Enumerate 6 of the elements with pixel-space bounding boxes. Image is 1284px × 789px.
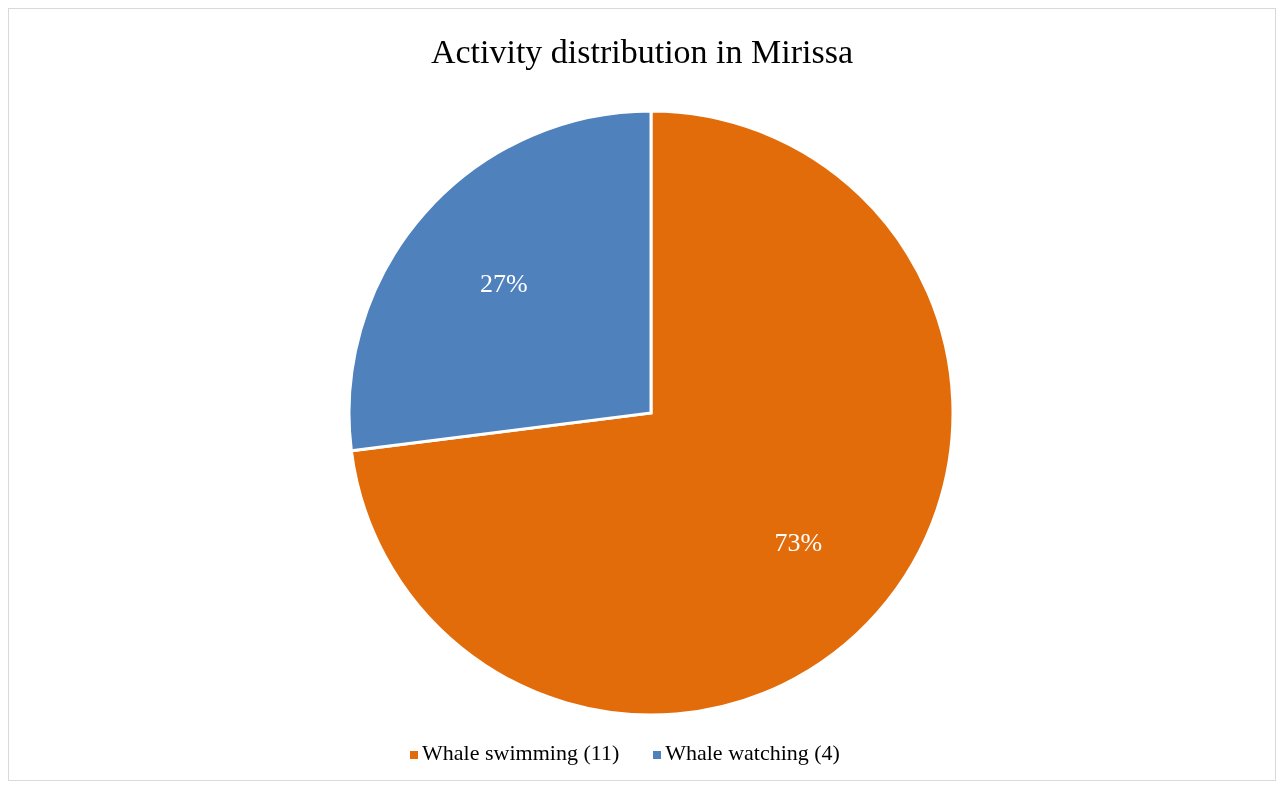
data-label: 73%	[774, 528, 823, 558]
chart-title: Activity distribution in Mirissa	[429, 33, 855, 71]
legend-label: Whale swimming (11)	[422, 740, 620, 765]
pie-slice	[349, 109, 955, 717]
legend-label: Whale watching (4)	[665, 740, 840, 765]
data-label: 27%	[479, 268, 528, 298]
